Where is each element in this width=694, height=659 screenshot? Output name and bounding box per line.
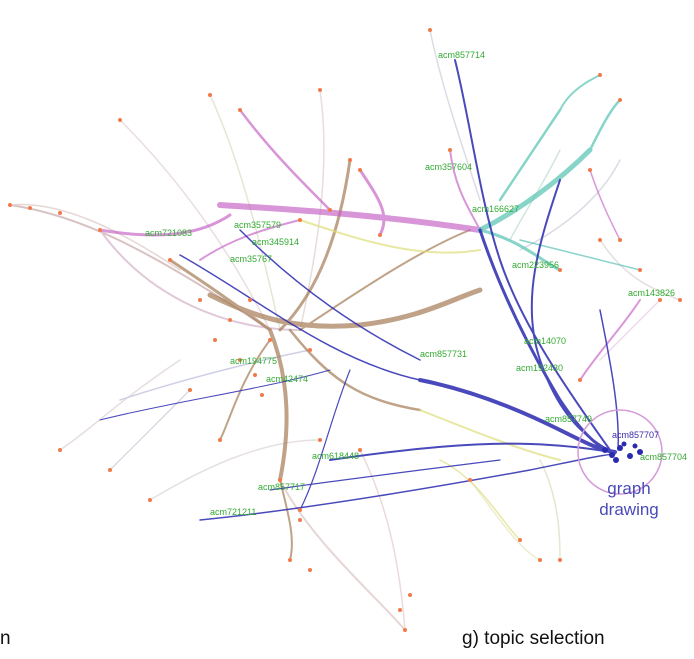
node-label[interactable]: acm721211 [210,507,256,517]
node-label[interactable]: acm14070 [524,336,566,346]
node-label[interactable]: acm857704 [640,452,687,462]
node-label[interactable]: acm857707 [612,430,659,440]
topic-label: graph drawing [592,478,666,520]
background-edges [9,29,681,631]
node-label[interactable]: acm345914 [252,237,299,247]
node-label[interactable]: acm143826 [628,288,675,298]
graph-nodes [8,28,682,632]
teal-bundle [477,74,641,272]
caption-right: g) topic selection [462,628,605,649]
cluster-nodes [602,441,643,463]
node-label[interactable]: acm357579 [234,220,281,230]
brown-bundle [168,158,483,561]
yellow-edges [299,219,561,541]
node-label[interactable]: acm223956 [512,260,559,270]
node-labels: acm857714 acm357604 acm166627 acm721083 … [145,50,687,517]
topic-selection-circle[interactable] [577,409,663,495]
node-label[interactable]: acm857714 [438,50,485,60]
node-label[interactable]: acm35767 [230,254,272,264]
node-label[interactable]: acm194775 [230,356,277,366]
node-label[interactable]: acm192430 [516,363,563,373]
node-label[interactable]: acm857749 [545,414,592,424]
node-label[interactable]: acm857717 [258,482,305,492]
topic-label-line2: drawing [599,500,659,519]
node-label[interactable]: acm721083 [145,228,192,238]
node-label[interactable]: acm166627 [472,204,519,214]
node-label[interactable]: acm42474 [266,374,308,384]
node-label[interactable]: acm618448 [312,451,359,461]
node-label[interactable]: acm857731 [420,349,467,359]
node-label[interactable]: acm357604 [425,162,472,172]
topic-label-line1: graph [607,479,651,498]
caption-left: n [0,628,11,649]
